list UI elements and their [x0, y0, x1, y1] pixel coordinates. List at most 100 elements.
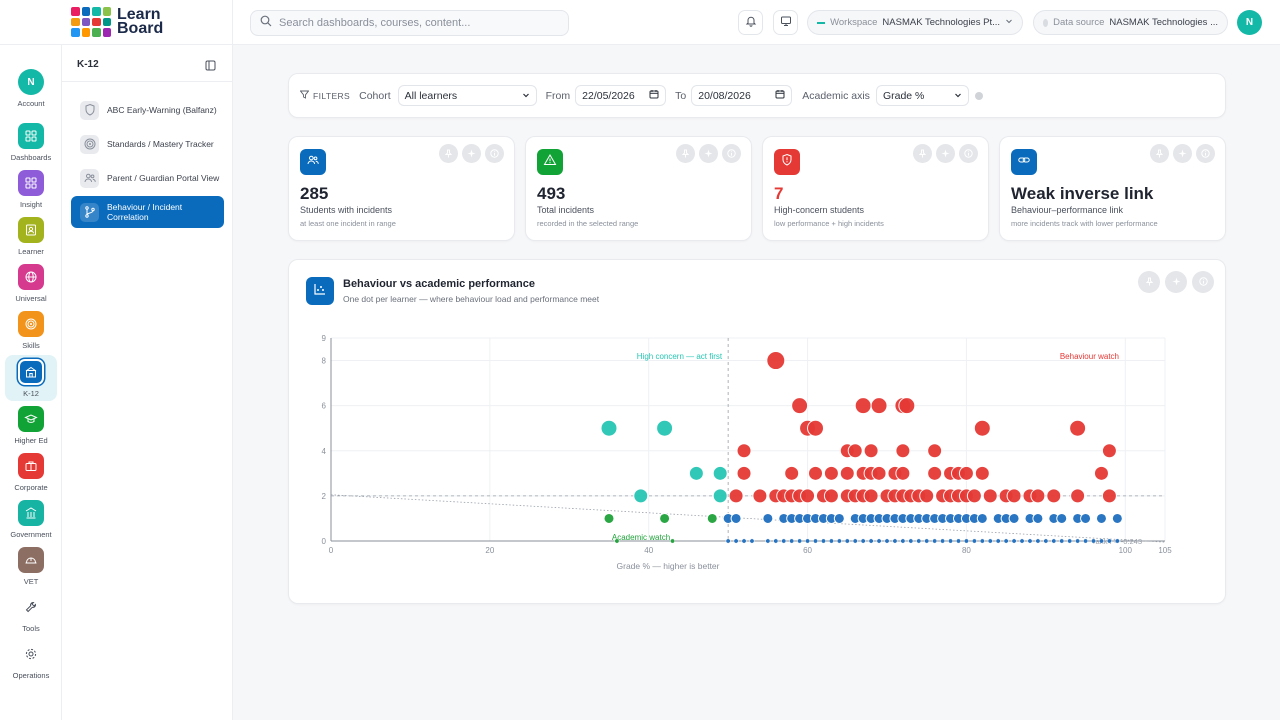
data-point: [963, 538, 969, 544]
data-point: [995, 538, 1001, 544]
pin-button[interactable]: [1150, 144, 1169, 163]
ai-insight-button[interactable]: [699, 144, 718, 163]
data-point: [979, 538, 985, 544]
gear-icon: [18, 641, 44, 667]
rail-item-label: Corporate: [14, 483, 48, 492]
data-source-selector[interactable]: Data source NASMAK Technologies ...: [1033, 10, 1228, 35]
panel-item-parent-guardian-portal-view[interactable]: Parent / Guardian Portal View: [71, 162, 224, 194]
target-icon: [80, 134, 99, 154]
brand-logo[interactable]: Learn Board: [0, 0, 233, 45]
kpi-subtext: at least one incident in range: [300, 219, 396, 228]
rail-item-government[interactable]: Government: [5, 496, 57, 542]
to-label: To: [675, 89, 687, 102]
search-input[interactable]: [279, 17, 549, 29]
workspace-selector[interactable]: Workspace NASMAK Technologies Pt...: [807, 10, 1023, 35]
ai-insight-button[interactable]: [1173, 144, 1192, 163]
info-button[interactable]: [1192, 271, 1214, 293]
rail-item-skills[interactable]: Skills: [5, 307, 57, 353]
logo-tile: [92, 17, 101, 27]
rail-item-dashboards[interactable]: Dashboards: [5, 119, 57, 165]
info-button[interactable]: [1196, 144, 1215, 163]
data-point: [749, 538, 755, 544]
status-dot: [974, 91, 983, 100]
ai-insight-button[interactable]: [1165, 271, 1187, 293]
logo-tile: [81, 7, 90, 16]
data-point: [1114, 538, 1120, 544]
notifications-button[interactable]: [738, 10, 763, 35]
data-point: [924, 538, 930, 544]
panel-item-label: Behaviour / Incident Correlation: [107, 202, 183, 222]
ai-insight-button[interactable]: [936, 144, 955, 163]
data-point: [958, 465, 974, 481]
academic-axis-select[interactable]: Grade %: [875, 85, 969, 106]
data-point: [791, 397, 809, 415]
to-date-input[interactable]: 20/08/2026: [691, 85, 793, 106]
rail-item-label: Government: [10, 530, 52, 539]
panel-item-abc-early-warning-balfanz[interactable]: ABC Early-Warning (Balfanz): [71, 94, 224, 126]
rail-item-label: Insight: [19, 200, 43, 209]
data-point: [1106, 538, 1112, 544]
pin-button[interactable]: [913, 144, 932, 163]
sparkle-icon: [704, 145, 713, 163]
pin-button[interactable]: [439, 144, 458, 163]
quadrant-label-high-concern: High concern — act first: [637, 352, 723, 361]
quadrant-label-behaviour-watch: Behaviour watch: [1060, 352, 1119, 361]
data-point: [1011, 538, 1017, 544]
rail-item-corporate[interactable]: Corporate: [5, 449, 57, 495]
search-box[interactable]: [250, 10, 569, 36]
rail-item-tools[interactable]: Tools: [5, 590, 57, 636]
rail-item-insight[interactable]: Insight: [5, 166, 57, 212]
rail-item-account[interactable]: N Account: [5, 65, 57, 111]
x-tick-label: 60: [803, 546, 812, 555]
panel-item-standards-mastery-tracker[interactable]: Standards / Mastery Tracker: [71, 128, 224, 160]
data-point: [736, 443, 752, 459]
panel-item-behaviour-incident-correlation[interactable]: Behaviour / Incident Correlation: [71, 196, 224, 228]
x-tick-label: 100: [1119, 546, 1133, 555]
data-point: [762, 512, 774, 524]
search-icon: [260, 14, 272, 32]
rail-item-label: Dashboards: [10, 153, 52, 162]
rail-item-k-12[interactable]: K-12: [5, 355, 57, 401]
y-tick-label: 8: [322, 357, 327, 366]
behaviour-chart-card: Behaviour vs academic performance One do…: [288, 259, 1226, 604]
scatter-chart-icon: [313, 282, 327, 301]
cohort-select[interactable]: All learners: [397, 85, 537, 106]
rail-item-label: Tools: [22, 624, 40, 633]
rail-item-operations[interactable]: Operations: [5, 637, 57, 683]
sparkle-icon: [1172, 273, 1181, 291]
data-point: [765, 538, 771, 544]
x-axis-title: Grade % — higher is better: [617, 561, 720, 571]
kpi-value: 285: [300, 184, 329, 203]
pin-icon: [918, 145, 927, 163]
data-point: [1046, 488, 1062, 504]
module-rail: N Account Dashboards Insight Learner Universa…: [0, 45, 62, 720]
y-tick-label: 9: [322, 334, 327, 343]
data-point: [971, 538, 977, 544]
bell-icon: [745, 14, 757, 32]
pin-button[interactable]: [676, 144, 695, 163]
logo-tile: [102, 28, 111, 37]
data-point: [797, 538, 803, 544]
chevron-down-icon: [1005, 17, 1013, 28]
rail-item-universal[interactable]: Universal: [5, 260, 57, 306]
pin-button[interactable]: [1138, 271, 1160, 293]
from-date-input[interactable]: 22/05/2026: [575, 85, 667, 106]
ai-insight-button[interactable]: [462, 144, 481, 163]
data-point: [1067, 538, 1073, 544]
rail-item-vet[interactable]: VET: [5, 543, 57, 589]
info-button[interactable]: [722, 144, 741, 163]
info-button[interactable]: [485, 144, 504, 163]
kpi-label: Students with incidents: [300, 205, 393, 215]
wrench-icon: [18, 594, 44, 620]
display-button[interactable]: [773, 10, 798, 35]
chart-card-icon: [306, 277, 334, 305]
rail-item-label: Account: [17, 99, 45, 108]
rail-item-higher-ed[interactable]: Higher Ed: [5, 402, 57, 448]
y-tick-label: 2: [322, 492, 327, 501]
collapse-panel-button[interactable]: [205, 58, 216, 76]
info-button[interactable]: [959, 144, 978, 163]
user-avatar[interactable]: N: [1237, 10, 1262, 35]
rail-item-learner[interactable]: Learner: [5, 213, 57, 259]
data-point: [1032, 512, 1044, 524]
id-card-icon: [18, 217, 44, 243]
